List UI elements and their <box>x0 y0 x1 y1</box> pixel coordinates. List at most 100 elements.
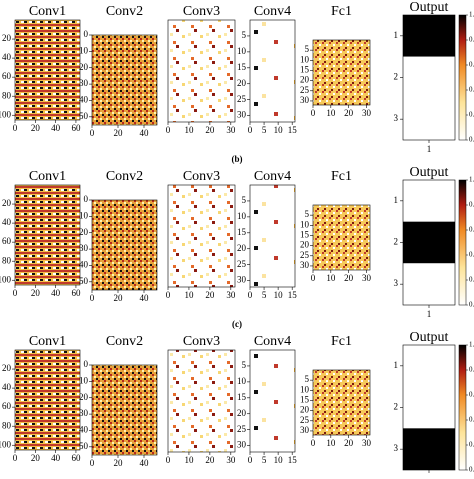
panel-title: Conv2 <box>106 169 143 184</box>
y-tick-label: 50 <box>79 276 89 286</box>
y-tick-label: 20 <box>300 405 310 415</box>
x-tick-label: 20 <box>114 458 124 468</box>
y-tick-label: 60 <box>2 236 12 246</box>
y-tick-label: 20 <box>300 75 310 85</box>
colorbar <box>458 14 467 141</box>
y-tick-label: 15 <box>300 230 310 240</box>
output-cell <box>403 56 455 99</box>
y-tick-label: 30 <box>237 440 247 450</box>
y-tick-label: 30 <box>237 275 247 285</box>
y-tick-label: 100 <box>0 439 12 449</box>
x-tick-label: 15 <box>288 125 298 135</box>
y-tick-label: 15 <box>237 392 247 402</box>
x-tick-label: 60 <box>71 453 81 463</box>
x-tick-label: 15 <box>288 455 298 465</box>
y-tick-label: 30 <box>300 260 310 270</box>
heatmap <box>91 364 158 456</box>
colorbar-tick-label: 0.8 <box>469 201 474 209</box>
x-tick-label: 0 <box>248 455 253 465</box>
x-tick-label: 20 <box>344 108 354 118</box>
x-tick-label: 10 <box>274 125 284 135</box>
y-tick-label: 30 <box>237 110 247 120</box>
panel-title: Conv2 <box>106 4 143 19</box>
panel-title: Conv4 <box>254 4 291 19</box>
panel-title: Conv3 <box>183 334 220 349</box>
y-tick-label: 20 <box>79 227 89 237</box>
colorbar-tick-label: 1.0 <box>469 341 474 349</box>
x-tick-label: 10 <box>184 455 194 465</box>
y-tick-label: 20 <box>2 363 12 373</box>
panel-title: Fc1 <box>331 4 352 19</box>
x-tick-label: 10 <box>274 455 284 465</box>
y-tick-label: 40 <box>2 52 12 62</box>
x-tick-label: 15 <box>288 290 298 300</box>
y-tick-label: 10 <box>300 384 310 394</box>
y-tick-label: 5 <box>305 44 310 54</box>
y-tick-label: 100 <box>0 109 12 119</box>
colorbar-tick-label: 1.0 <box>469 11 474 19</box>
colorbar-tick-label: 0.2 <box>469 276 474 284</box>
y-tick-label: 2 <box>394 402 399 412</box>
colorbar <box>458 179 467 306</box>
x-tick-label: 0 <box>248 125 253 135</box>
x-tick-label: 0 <box>166 290 171 300</box>
colorbar-tick-label: 0.4 <box>469 251 474 259</box>
x-tick-label: 20 <box>205 455 215 465</box>
heatmap <box>167 349 236 453</box>
colorbar-tick-label: 0.6 <box>469 61 474 69</box>
row-label: (b) <box>232 154 243 164</box>
colorbar-tick-label: 0.8 <box>469 36 474 44</box>
x-tick-label: 0 <box>311 438 316 448</box>
y-tick-label: 1 <box>394 30 399 40</box>
output-cell <box>403 263 455 305</box>
y-tick-label: 20 <box>2 33 12 43</box>
y-tick-label: 10 <box>79 375 89 385</box>
output-cell <box>403 180 455 222</box>
x-tick-label: 0 <box>311 273 316 283</box>
y-tick-label: 5 <box>242 360 247 370</box>
x-tick-label: 20 <box>205 125 215 135</box>
y-tick-label: 10 <box>237 46 247 56</box>
x-tick-label: 20 <box>31 453 41 463</box>
y-tick-label: 15 <box>237 227 247 237</box>
panel-title: Fc1 <box>331 169 352 184</box>
x-tick-label: 10 <box>326 108 336 118</box>
output-cell <box>403 345 455 387</box>
y-tick-label: 15 <box>237 62 247 72</box>
y-tick-label: 20 <box>2 198 12 208</box>
x-tick-label: 0 <box>311 108 316 118</box>
x-tick-label: 0 <box>166 455 171 465</box>
colorbar-tick-label: 0.0 <box>469 466 474 474</box>
y-tick-label: 10 <box>237 376 247 386</box>
output-cell <box>403 221 455 264</box>
heatmap <box>14 184 81 286</box>
x-tick-label: 40 <box>140 128 150 138</box>
panel-title: Conv1 <box>29 169 66 184</box>
x-tick-label: 0 <box>166 125 171 135</box>
x-tick-label: 30 <box>226 455 236 465</box>
panel-title: Conv2 <box>106 334 143 349</box>
x-tick-label: 20 <box>205 290 215 300</box>
x-tick-label: 30 <box>362 438 372 448</box>
y-tick-label: 15 <box>300 395 310 405</box>
heatmap <box>312 369 371 436</box>
y-tick-label: 30 <box>79 408 89 418</box>
colorbar-tick-label: 0.4 <box>469 416 474 424</box>
output-cell <box>403 428 455 470</box>
colorbar-tick-label: 0.2 <box>469 441 474 449</box>
panel-title: Fc1 <box>331 334 352 349</box>
x-tick-label: 30 <box>226 125 236 135</box>
x-tick-label: 60 <box>71 288 81 298</box>
y-tick-label: 2 <box>394 72 399 82</box>
y-tick-label: 25 <box>237 259 247 269</box>
y-tick-label: 60 <box>2 71 12 81</box>
x-tick-label: 10 <box>326 273 336 283</box>
y-tick-label: 25 <box>237 424 247 434</box>
y-tick-label: 10 <box>237 211 247 221</box>
heatmap <box>312 39 371 106</box>
x-tick-label: 10 <box>184 290 194 300</box>
colorbar-tick-label: 0.8 <box>469 366 474 374</box>
heatmap <box>167 19 236 123</box>
x-tick-label: 30 <box>362 273 372 283</box>
